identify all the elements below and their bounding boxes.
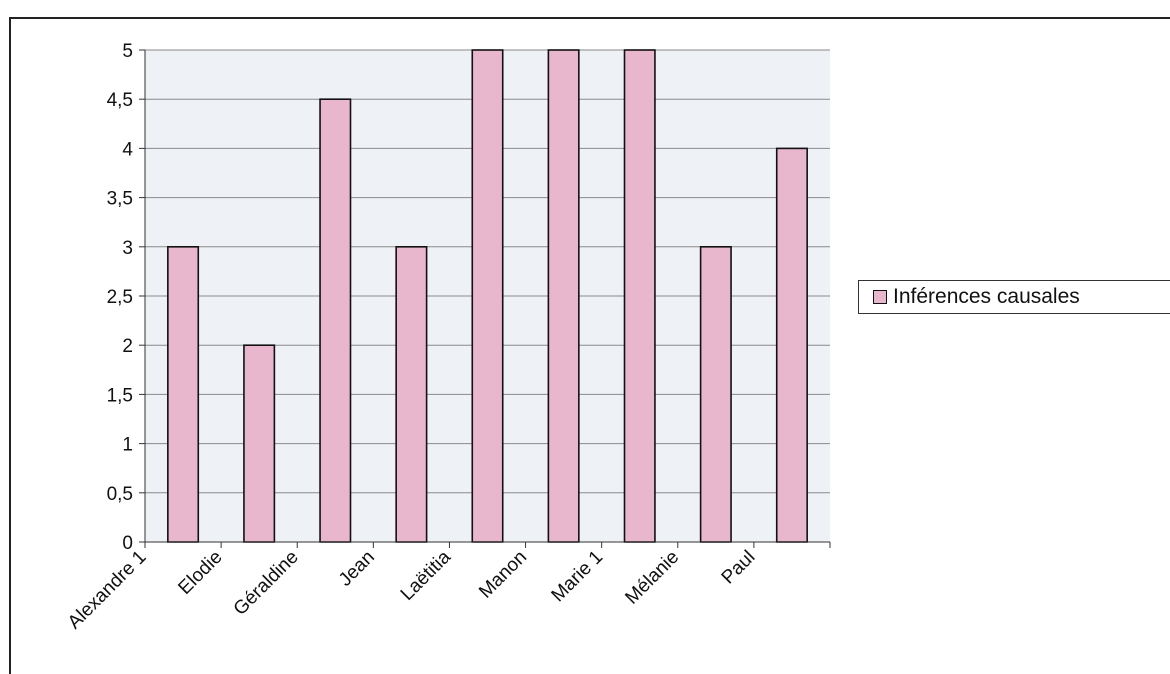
axes: [139, 49, 831, 548]
bar: [167, 246, 200, 543]
y-tick-label: 3: [122, 238, 133, 259]
bar: [775, 147, 808, 543]
y-tick-label: 3,5: [107, 189, 133, 210]
y-tick-label: 1: [122, 435, 133, 456]
x-tick-label: Mélanie: [621, 547, 683, 609]
y-tick-label: 4,5: [107, 90, 133, 111]
x-tick-label: Alexandre 1: [64, 547, 151, 634]
bar: [319, 98, 352, 543]
y-tick-label: 4: [122, 139, 133, 160]
x-tick-label: Paul: [718, 547, 760, 589]
x-tick-label: Laëtitia: [397, 546, 455, 604]
legend-swatch: [873, 290, 887, 304]
x-tick-label: Elodie: [174, 547, 226, 599]
x-tick-label: Jean: [335, 547, 379, 591]
y-tick-label: 0,5: [107, 484, 133, 505]
y-tick-label: 2,5: [107, 287, 133, 308]
y-tick-label: 5: [122, 41, 133, 62]
bar: [699, 246, 732, 543]
x-tick-label: Manon: [475, 547, 531, 603]
legend: Inférences causales: [858, 280, 1170, 314]
bar: [243, 344, 276, 543]
y-tick-label: 0: [122, 533, 133, 554]
x-tick-label: Géraldine: [230, 547, 303, 620]
y-axis-tick-labels: 0 0,5 1 1,5 2 2,5 3 3,5 4 4,5 5: [107, 41, 134, 554]
y-tick-label: 2: [122, 336, 133, 357]
bar: [547, 49, 580, 543]
y-tick-label: 1,5: [107, 385, 133, 406]
bar: [471, 49, 504, 543]
bars: [167, 49, 808, 543]
bar: [623, 49, 656, 543]
bar: [395, 246, 428, 543]
x-axis-tick-labels: Alexandre 1 Elodie Géraldine Jean Laëtitia Ma…: [64, 546, 759, 633]
chart-frame: [9, 17, 1170, 674]
legend-label: Inférences causales: [893, 285, 1080, 308]
x-tick-label: Marie 1: [548, 547, 608, 607]
